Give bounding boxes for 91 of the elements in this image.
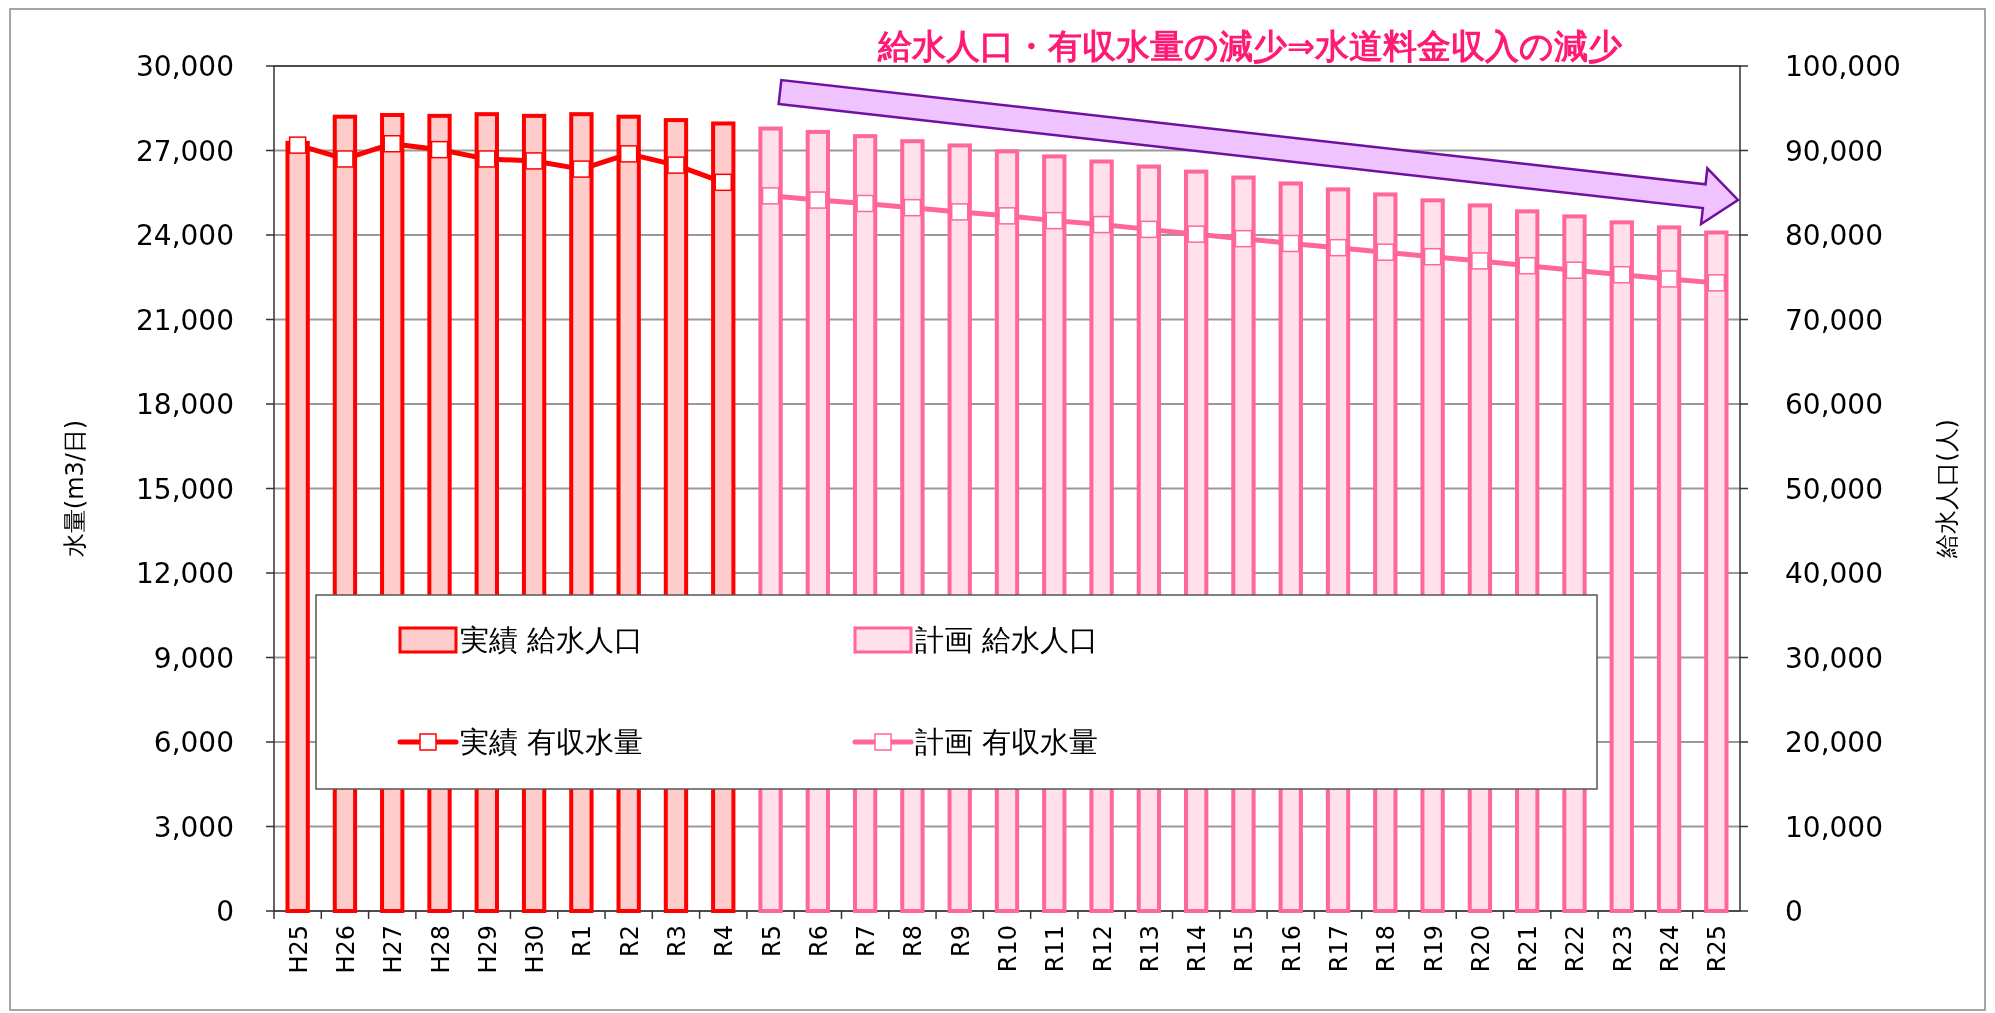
point: [1329, 238, 1347, 257]
y2-tick-label: 70,000: [1785, 303, 1883, 337]
x-tick-label: R16: [1277, 925, 1306, 973]
x-tick-label: H30: [521, 925, 550, 974]
point: [1660, 270, 1678, 288]
point: [1140, 220, 1158, 239]
point: [1707, 274, 1726, 292]
x-tick-label: R10: [994, 925, 1022, 973]
y2-tick-label: 0: [1785, 895, 1803, 928]
x-tick-label: R22: [1561, 925, 1590, 973]
x-tick-label: H29: [473, 925, 502, 974]
point: [1092, 215, 1111, 234]
legend-label: 実績 給水人口: [460, 623, 644, 657]
y-tick-label: 9,000: [153, 641, 234, 675]
point: [1613, 265, 1631, 284]
point: [1423, 247, 1442, 266]
y-tick-label: 18,000: [136, 388, 234, 421]
x-tick-label: R3: [662, 925, 691, 957]
point: [478, 150, 496, 168]
point: [809, 191, 827, 209]
point: [950, 203, 969, 221]
x-tick-label: R24: [1656, 925, 1685, 973]
point: [1281, 234, 1300, 253]
y-tick-label: 24,000: [136, 219, 234, 252]
y2-tick-label: 50,000: [1785, 472, 1883, 506]
x-tick-label: R4: [710, 925, 739, 957]
y-tick-label: 12,000: [136, 557, 234, 590]
point: [619, 145, 638, 163]
x-tick-label: R18: [1372, 925, 1401, 973]
y-tick-label: 6,000: [153, 726, 234, 759]
x-tick-label: R9: [946, 925, 975, 957]
y2-axis-title: 給水人口(人): [1933, 419, 1961, 559]
point: [383, 134, 401, 153]
x-tick-label: R5: [757, 925, 786, 957]
point: [1234, 229, 1253, 248]
point: [572, 160, 591, 178]
y2-tick-label: 100,000: [1785, 50, 1901, 83]
y2-tick-label: 10,000: [1785, 810, 1883, 844]
point: [998, 207, 1016, 225]
y-tick-label: 30,000: [136, 50, 234, 83]
y2-tick-label: 80,000: [1785, 219, 1883, 252]
y-tick-label: 27,000: [136, 134, 234, 168]
legend-label: 計画 有収水量: [915, 725, 1099, 759]
point: [1045, 211, 1064, 230]
y2-tick-label: 20,000: [1785, 726, 1883, 759]
point: [1565, 261, 1584, 279]
x-tick-label: R25: [1703, 925, 1732, 973]
legend-label: 計画 給水人口: [915, 623, 1099, 657]
point: [1518, 256, 1536, 275]
point: [288, 136, 307, 154]
x-tick-label: R11: [1041, 925, 1070, 973]
point: [1471, 252, 1489, 270]
point: [336, 150, 354, 168]
y-axis-title: 水量(m3/日): [61, 419, 89, 558]
point: [1376, 243, 1395, 261]
point: [430, 140, 449, 159]
x-tick-label: R21: [1514, 925, 1543, 973]
point: [903, 198, 922, 217]
y-tick-label: 15,000: [136, 472, 234, 506]
legend-label: 実績 有収水量: [460, 725, 644, 759]
x-tick-label: H26: [331, 925, 360, 974]
x-tick-label: R13: [1135, 925, 1164, 973]
point: [761, 187, 780, 205]
y2-tick-label: 60,000: [1785, 388, 1883, 421]
x-tick-label: R20: [1466, 925, 1495, 973]
y-tick-label: 21,000: [136, 303, 234, 337]
x-tick-label: R15: [1230, 925, 1259, 973]
point: [1187, 225, 1205, 243]
x-tick-label: R6: [804, 925, 833, 957]
x-tick-label: H28: [426, 925, 455, 974]
point: [856, 194, 874, 213]
point: [667, 156, 685, 174]
y2-tick-label: 40,000: [1785, 557, 1883, 590]
x-tick-label: R2: [615, 925, 644, 957]
point: [525, 152, 543, 170]
y-tick-label: 0: [216, 895, 234, 928]
x-tick-label: R1: [568, 925, 597, 957]
x-tick-label: H25: [284, 925, 313, 974]
x-tick-label: R12: [1088, 925, 1117, 973]
x-tick-label: R17: [1325, 925, 1354, 973]
point: [714, 173, 733, 192]
y2-tick-label: 90,000: [1785, 134, 1883, 168]
x-tick-label: R14: [1183, 925, 1212, 973]
y-tick-label: 3,000: [153, 810, 234, 844]
x-tick-label: R7: [852, 925, 881, 957]
x-tick-label: H27: [379, 925, 408, 974]
x-tick-label: R19: [1419, 925, 1448, 973]
annotation: 給水人口・有収水量の減少⇒水道料金収入の減少: [876, 26, 1624, 66]
x-tick-label: R23: [1608, 925, 1637, 973]
x-tick-label: R8: [899, 925, 928, 957]
y2-tick-label: 30,000: [1785, 641, 1883, 675]
